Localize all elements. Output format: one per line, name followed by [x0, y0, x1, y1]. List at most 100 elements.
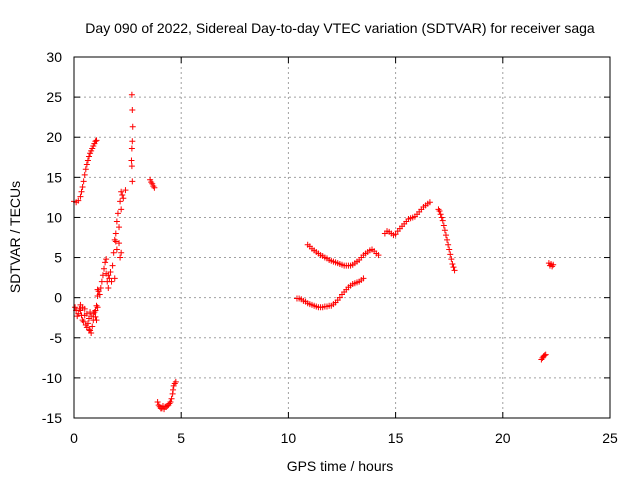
x-tick-label: 15 — [388, 430, 404, 446]
data-point — [122, 187, 129, 194]
data-point — [447, 251, 454, 258]
y-tick-label: -15 — [42, 410, 62, 426]
x-tick-label: 0 — [70, 430, 78, 446]
data-point — [550, 261, 557, 268]
x-tick-label: 25 — [602, 430, 618, 446]
x-axis-label: GPS time / hours — [287, 458, 394, 474]
y-tick-label: 5 — [54, 250, 62, 266]
data-point — [426, 199, 433, 206]
data-point — [80, 178, 87, 185]
data-point — [93, 137, 100, 144]
data-point — [113, 218, 120, 225]
data-point — [445, 241, 452, 248]
data-point — [117, 254, 124, 261]
data-point — [93, 317, 100, 324]
data-point — [114, 210, 121, 217]
data-point — [437, 211, 444, 218]
x-tick-label: 5 — [177, 430, 185, 446]
data-point — [88, 329, 95, 336]
data-point — [451, 267, 458, 274]
data-point — [128, 145, 135, 152]
data-point — [170, 386, 177, 393]
data-point — [117, 198, 124, 205]
data-point — [112, 230, 119, 237]
data-point — [392, 231, 399, 238]
data-point — [118, 188, 125, 195]
data-point — [77, 193, 84, 200]
data-point — [120, 195, 127, 202]
data-point — [168, 395, 175, 402]
data-point — [129, 178, 136, 185]
data-point — [442, 232, 449, 239]
data-point — [101, 265, 108, 272]
data-point — [109, 262, 116, 269]
data-points — [71, 91, 557, 413]
data-point — [450, 264, 457, 271]
data-point — [103, 256, 110, 263]
data-point — [105, 285, 112, 292]
data-point — [336, 294, 343, 301]
x-tick-label: 10 — [281, 430, 297, 446]
data-point — [112, 238, 119, 245]
data-point — [75, 197, 82, 204]
x-tick-label: 20 — [495, 430, 511, 446]
data-point — [84, 157, 91, 164]
data-point — [83, 161, 90, 168]
data-point — [119, 191, 126, 198]
data-point — [360, 275, 367, 282]
data-point — [118, 249, 125, 256]
y-tick-label: 0 — [54, 290, 62, 306]
data-point — [375, 252, 382, 259]
plot-frame — [73, 56, 611, 419]
y-tick-label: -10 — [42, 370, 62, 386]
data-point — [75, 310, 82, 317]
data-point — [172, 378, 179, 385]
data-point — [77, 307, 84, 314]
data-point — [94, 286, 101, 293]
y-tick-labels: -15 -10 -5 0 5 10 15 20 25 30 — [42, 49, 62, 426]
data-point — [448, 256, 455, 263]
data-point — [92, 138, 99, 145]
data-point — [84, 320, 91, 327]
data-point — [113, 246, 120, 253]
data-point — [110, 249, 117, 256]
data-point — [128, 163, 135, 170]
data-point — [542, 351, 549, 358]
y-tick-label: 20 — [46, 129, 62, 145]
data-point — [541, 352, 548, 359]
data-point — [439, 217, 446, 224]
data-point — [80, 318, 87, 325]
y-axis-label: SDTVAR / TECUs — [7, 181, 23, 293]
data-point — [436, 208, 443, 215]
data-point — [167, 398, 174, 405]
data-point — [438, 214, 445, 221]
data-point — [83, 310, 90, 317]
data-point — [72, 304, 79, 311]
data-point — [92, 313, 99, 320]
y-tick-label: 10 — [46, 209, 62, 225]
data-point — [106, 275, 113, 282]
y-tick-label: -5 — [50, 330, 63, 346]
chart-title: Day 090 of 2022, Sidereal Day-to-day VTE… — [85, 20, 595, 36]
data-point — [151, 184, 158, 191]
data-point — [86, 326, 93, 333]
data-point — [86, 153, 93, 160]
data-point — [94, 304, 101, 311]
data-point — [82, 166, 89, 173]
data-point — [98, 278, 105, 285]
data-point — [129, 123, 136, 130]
data-point — [77, 301, 84, 308]
data-point — [111, 275, 118, 282]
y-tick-label: 15 — [46, 169, 62, 185]
data-point — [116, 240, 123, 247]
data-point — [78, 188, 85, 195]
data-point — [449, 260, 456, 267]
data-point — [118, 206, 125, 213]
data-point — [128, 91, 135, 98]
x-tick-labels: 0 5 10 15 20 25 — [70, 430, 618, 446]
data-point — [129, 106, 136, 113]
y-tick-label: 25 — [46, 89, 62, 105]
data-point — [446, 246, 453, 253]
data-point — [99, 272, 106, 279]
